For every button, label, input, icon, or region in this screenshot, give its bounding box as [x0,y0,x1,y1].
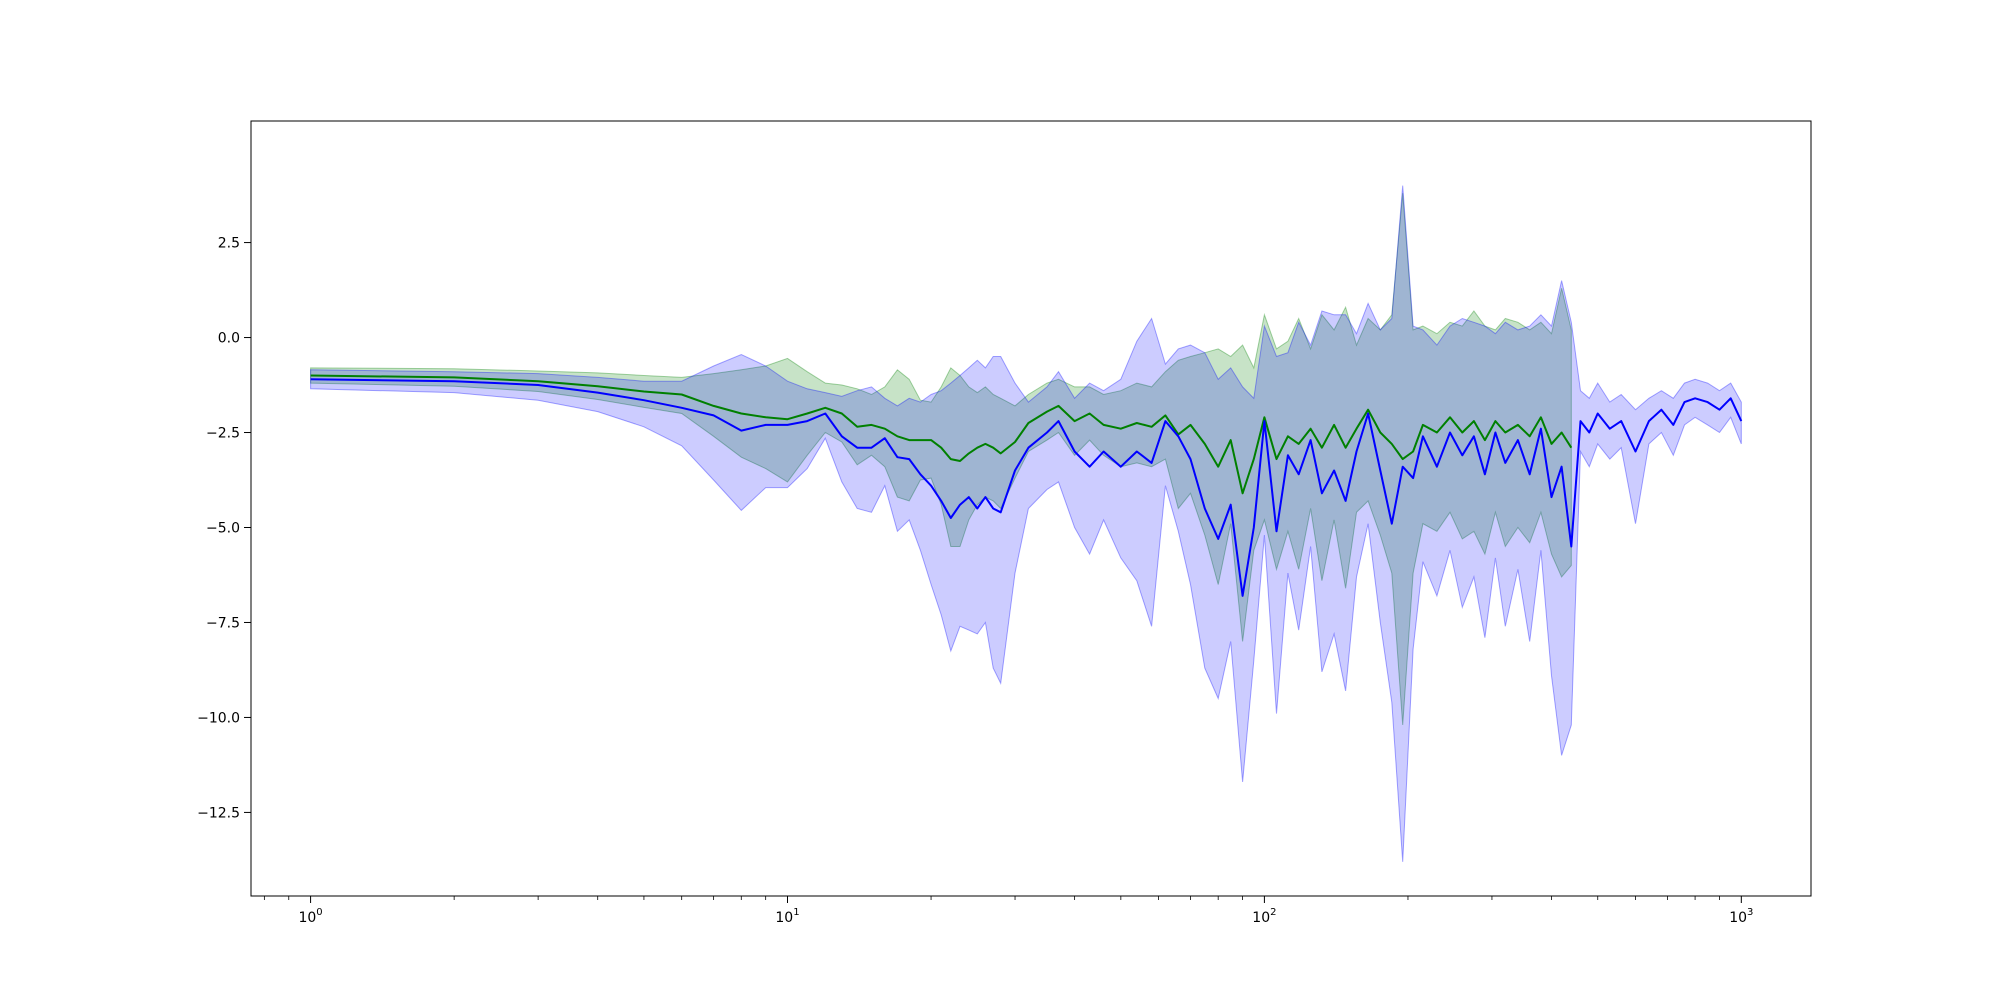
x-tick-label: 103 [1729,907,1753,926]
y-tick-label: 2.5 [218,236,240,252]
series-lines [310,374,1743,597]
series-1-band [310,185,1742,862]
y-tick-label: −5.0 [206,520,240,536]
x-tick-label: 100 [298,907,322,926]
plot-frame [250,120,1812,897]
x-axis: 100 101 102 103 [263,896,1753,926]
series-0-band [310,193,1572,726]
x-tick-label: 102 [1252,907,1276,926]
y-tick-label: −2.5 [206,426,240,442]
series-0-line [310,374,1573,495]
y-axis: 2.5 0.0 −2.5 −5.0 −7.5 −10.0 −12.5 [197,236,251,821]
y-tick-label: −12.5 [197,805,240,821]
confidence-bands [310,185,1742,862]
series-1-line [310,378,1743,597]
y-tick-label: 0.0 [218,331,240,347]
y-tick-label: −7.5 [206,615,240,631]
x-tick-label: 101 [775,907,799,926]
y-tick-label: −10.0 [197,710,240,726]
